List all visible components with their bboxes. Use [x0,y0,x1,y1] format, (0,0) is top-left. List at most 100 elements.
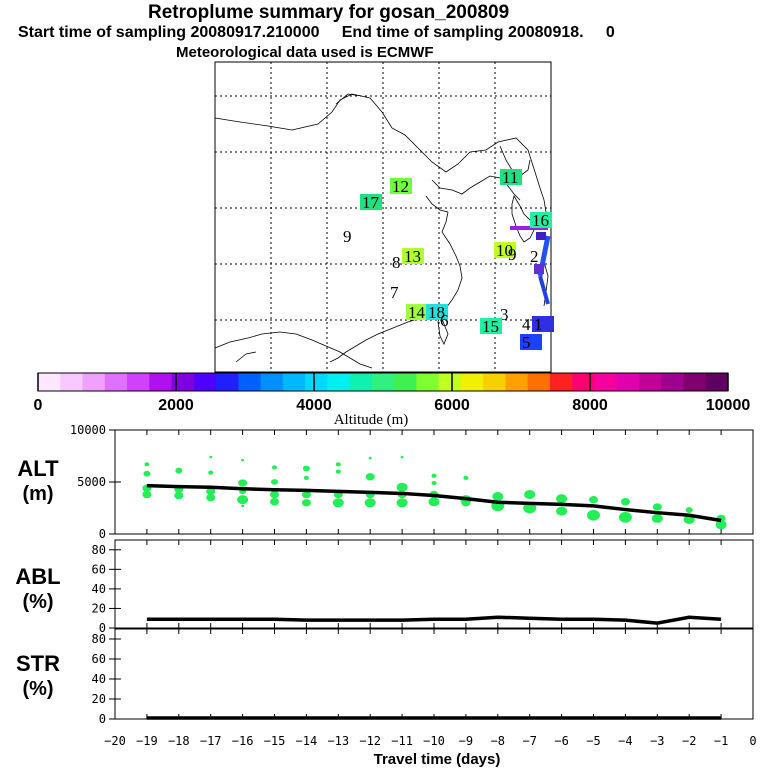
alt-scatter-point [206,493,216,502]
abl-unit: (%) [22,591,53,613]
colorbar-cell [683,373,707,391]
chart-title: Retroplume summary for gosan_200809 [148,2,510,23]
x-tick-label: −9 [459,734,473,748]
sampling-times: Start time of sampling 20080917.210000 E… [18,24,615,41]
trajectory-label: 13 [404,247,421,266]
alt-scatter-point [335,469,341,474]
colorbar-cell [549,373,573,391]
alt-scatter-point [175,467,183,474]
x-axis-label: Travel time (days) [374,751,501,768]
x-tick-label: −4 [618,734,632,748]
alt-scatter-point [396,482,408,492]
colorbar-cell [505,373,529,391]
alt-scatter-point [652,503,662,511]
trajectory-label: 16 [532,211,549,230]
alt-scatter-point [301,499,311,507]
trajectory-label: 15 [482,317,499,336]
alt-scatter-point [556,494,568,504]
alt-scatter-point [463,475,469,480]
colorbar-tick-label: 10000 [706,397,751,414]
x-tick-label: −6 [554,734,568,748]
alt-scatter-point [368,456,372,460]
alt-scatter-point [208,470,214,475]
trajectory-label: 8 [392,253,401,272]
x-tick-label: −15 [264,734,286,748]
abl-frame [114,539,754,629]
altitude-colorbar: 0 2000 4000 6000 8000 10000 Altitude (m) [34,372,751,428]
colorbar-cell [82,373,106,391]
colorbar-cells [38,373,729,391]
alt-scatter-point [685,507,693,513]
alt-mean-line [146,483,722,523]
trajectory-marker [402,248,424,264]
alt-scatter-point [332,498,344,508]
alt-scatter-point [206,487,216,496]
trajectory-marker [406,304,428,320]
alt-scatter-point [589,495,598,504]
str-frame [114,628,754,720]
y-tick-label: 20 [92,692,106,706]
trajectory-label: 4 [522,315,531,334]
alt-scatter-point [209,455,213,459]
x-tick-label: −17 [200,734,222,748]
y-tick-label: 0 [99,712,106,726]
alt-scatter-point [303,475,309,480]
alt-scatter-point [241,458,245,462]
alt-scatter-point [335,462,341,467]
x-tick-label: −19 [136,734,158,748]
trajectory-marker [480,318,502,334]
alt-scatter-point [396,498,408,508]
alt-scatter-point [431,480,437,486]
alt-panel: ALT (m) 10000 5000 0 [17,423,754,541]
trajectory-label: 12 [392,177,409,196]
alt-scatter-point [523,502,537,514]
alt-scatter-point [270,490,279,499]
alt-scatter-point [302,465,310,472]
y-tick-label: 0 [99,527,106,541]
str-panel: STR (%) 80 60 40 20 0 [16,628,754,726]
colorbar-cell [394,373,417,391]
colorbar-cell [216,373,239,391]
colorbar-cell [616,373,640,391]
y-tick-label: 80 [92,632,106,646]
alt-scatter-point [272,465,277,470]
alt-scatter-point [618,512,632,523]
alt-scatter-point [524,489,536,499]
alt-scatter-point [715,520,727,530]
alt-scatter-point [461,499,471,507]
y-tick-label: 60 [92,562,106,576]
x-tick-label: −7 [522,734,536,748]
x-tick-label: −2 [682,734,696,748]
colorbar-cell [171,373,195,391]
x-tick-label: −14 [296,734,318,748]
colorbar-tick-label: 8000 [572,397,608,414]
x-tick-label: −18 [168,734,190,748]
alt-scatter-point [556,506,568,516]
colorbar-cell [527,373,551,391]
x-tick-label: −8 [491,734,505,748]
alt-scatter-point [143,470,151,477]
colorbar-cell [305,373,328,391]
colorbar-cell [661,373,684,391]
alt-scatter-point [428,497,440,507]
trajectory-marker [494,242,516,258]
alt-scatter-point [431,473,437,478]
trajectory-marker [532,316,554,332]
x-tick-label: −16 [232,734,254,748]
x-tick-label: −20 [104,734,126,748]
trajectory-marker [520,334,542,350]
y-tick-label: 20 [92,601,106,615]
trajectory-label: 18 [428,303,445,322]
alt-scatter-point [271,479,278,485]
x-tick-label: −13 [327,734,349,748]
abl-yticks: 80 60 40 20 0 [92,543,121,635]
colorbar-cell [349,373,373,391]
trajectory-label: 10 [496,241,513,260]
colorbar-cell [260,373,284,391]
trajectory-marker [360,194,382,210]
trajectory-label: 2 [530,247,539,266]
colorbar-tick-label: 0 [34,397,43,414]
colorbar-cell [594,373,618,391]
